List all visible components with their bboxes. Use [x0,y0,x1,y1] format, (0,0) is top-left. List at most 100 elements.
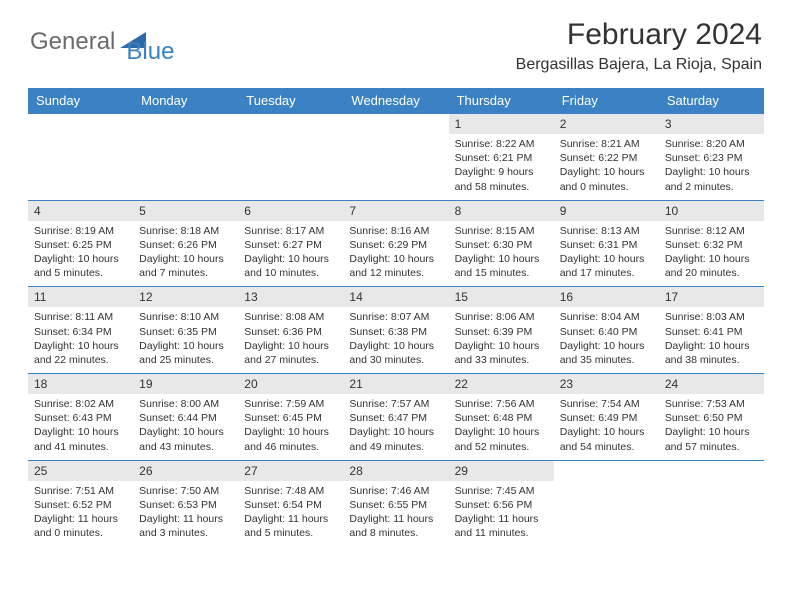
day-data: Sunrise: 8:17 AMSunset: 6:27 PMDaylight:… [238,221,343,287]
day-data: Sunrise: 8:00 AMSunset: 6:44 PMDaylight:… [133,394,238,460]
day-data-line: Daylight: 10 hours [349,252,442,266]
calendar-day-cell: 7Sunrise: 8:16 AMSunset: 6:29 PMDaylight… [343,200,448,287]
day-data: Sunrise: 7:57 AMSunset: 6:47 PMDaylight:… [343,394,448,460]
calendar-day-cell: 21Sunrise: 7:57 AMSunset: 6:47 PMDayligh… [343,374,448,461]
day-data-line: Daylight: 10 hours [34,339,127,353]
day-data: Sunrise: 8:22 AMSunset: 6:21 PMDaylight:… [449,134,554,200]
day-data-line: and 11 minutes. [455,526,548,540]
day-data-line: Sunset: 6:38 PM [349,325,442,339]
day-number: 1 [449,114,554,134]
day-data-line: Sunrise: 8:10 AM [139,310,232,324]
calendar-day-cell [554,460,659,546]
day-data-line: Sunrise: 8:08 AM [244,310,337,324]
day-data: Sunrise: 8:16 AMSunset: 6:29 PMDaylight:… [343,221,448,287]
weekday-header: Saturday [659,88,764,114]
day-data: Sunrise: 8:18 AMSunset: 6:26 PMDaylight:… [133,221,238,287]
day-data-line: Daylight: 11 hours [349,512,442,526]
calendar-day-cell: 3Sunrise: 8:20 AMSunset: 6:23 PMDaylight… [659,114,764,201]
day-data: Sunrise: 8:04 AMSunset: 6:40 PMDaylight:… [554,307,659,373]
weekday-header: Tuesday [238,88,343,114]
day-data-line: Sunrise: 8:03 AM [665,310,758,324]
day-number: 22 [449,374,554,394]
day-data-line: and 33 minutes. [455,353,548,367]
calendar-day-cell [238,114,343,201]
day-data-line: Daylight: 10 hours [349,339,442,353]
day-data-line: Sunset: 6:40 PM [560,325,653,339]
day-data-line: and 30 minutes. [349,353,442,367]
day-data-line: Sunrise: 8:17 AM [244,224,337,238]
day-data-line: Sunrise: 8:18 AM [139,224,232,238]
day-data-line: and 0 minutes. [560,180,653,194]
day-data: Sunrise: 8:21 AMSunset: 6:22 PMDaylight:… [554,134,659,200]
day-data: Sunrise: 7:54 AMSunset: 6:49 PMDaylight:… [554,394,659,460]
day-number: 2 [554,114,659,134]
day-data: Sunrise: 7:48 AMSunset: 6:54 PMDaylight:… [238,481,343,547]
day-data: Sunrise: 8:07 AMSunset: 6:38 PMDaylight:… [343,307,448,373]
weekday-header: Monday [133,88,238,114]
calendar-day-cell: 14Sunrise: 8:07 AMSunset: 6:38 PMDayligh… [343,287,448,374]
day-data-line: and 43 minutes. [139,440,232,454]
logo-text-blue: Blue [126,38,174,66]
day-number: 17 [659,287,764,307]
day-data-line: Sunrise: 8:00 AM [139,397,232,411]
day-data-line: Daylight: 10 hours [349,425,442,439]
day-data-line: Daylight: 11 hours [139,512,232,526]
day-data-line: Daylight: 11 hours [34,512,127,526]
day-number: 18 [28,374,133,394]
day-number: 4 [28,201,133,221]
weekday-header-row: Sunday Monday Tuesday Wednesday Thursday… [28,88,764,114]
day-data-line: Sunset: 6:45 PM [244,411,337,425]
calendar-day-cell: 22Sunrise: 7:56 AMSunset: 6:48 PMDayligh… [449,374,554,461]
day-data-line: Sunset: 6:54 PM [244,498,337,512]
day-number: 24 [659,374,764,394]
day-data-line: Sunset: 6:27 PM [244,238,337,252]
day-number: 14 [343,287,448,307]
day-data: Sunrise: 8:08 AMSunset: 6:36 PMDaylight:… [238,307,343,373]
day-data-line: and 46 minutes. [244,440,337,454]
day-data: Sunrise: 7:53 AMSunset: 6:50 PMDaylight:… [659,394,764,460]
day-data-line: and 2 minutes. [665,180,758,194]
day-data-line: and 5 minutes. [244,526,337,540]
day-number: 11 [28,287,133,307]
day-data-line: and 7 minutes. [139,266,232,280]
day-number: 15 [449,287,554,307]
day-data: Sunrise: 8:12 AMSunset: 6:32 PMDaylight:… [659,221,764,287]
day-data-line: Sunset: 6:31 PM [560,238,653,252]
day-data-line: Sunset: 6:21 PM [455,151,548,165]
day-data-line: Sunrise: 7:59 AM [244,397,337,411]
day-number: 8 [449,201,554,221]
day-data-line: Sunrise: 8:12 AM [665,224,758,238]
day-number: 12 [133,287,238,307]
day-data-line: Daylight: 10 hours [455,425,548,439]
calendar-table: Sunday Monday Tuesday Wednesday Thursday… [28,88,764,546]
day-data-line: Sunset: 6:29 PM [349,238,442,252]
calendar-day-cell: 11Sunrise: 8:11 AMSunset: 6:34 PMDayligh… [28,287,133,374]
calendar-day-cell [343,114,448,201]
day-number: 27 [238,461,343,481]
day-data: Sunrise: 8:15 AMSunset: 6:30 PMDaylight:… [449,221,554,287]
header: General Blue February 2024 Bergasillas B… [0,0,792,80]
day-data: Sunrise: 8:19 AMSunset: 6:25 PMDaylight:… [28,221,133,287]
day-data-line: Sunset: 6:47 PM [349,411,442,425]
calendar-week-row: 18Sunrise: 8:02 AMSunset: 6:43 PMDayligh… [28,374,764,461]
day-data-line: Sunrise: 7:54 AM [560,397,653,411]
day-data-line: Sunset: 6:55 PM [349,498,442,512]
weekday-header: Sunday [28,88,133,114]
day-data-line: Daylight: 10 hours [139,339,232,353]
day-data-line: Sunset: 6:22 PM [560,151,653,165]
day-data-line: and 12 minutes. [349,266,442,280]
day-number: 16 [554,287,659,307]
day-data-line: Daylight: 10 hours [244,339,337,353]
day-data-line: and 49 minutes. [349,440,442,454]
day-data-line: Sunrise: 8:19 AM [34,224,127,238]
day-data: Sunrise: 8:13 AMSunset: 6:31 PMDaylight:… [554,221,659,287]
day-data-line: Sunrise: 8:11 AM [34,310,127,324]
day-data: Sunrise: 8:11 AMSunset: 6:34 PMDaylight:… [28,307,133,373]
day-data-line: and 52 minutes. [455,440,548,454]
calendar-week-row: 25Sunrise: 7:51 AMSunset: 6:52 PMDayligh… [28,460,764,546]
day-number: 23 [554,374,659,394]
day-data-line: Sunrise: 7:46 AM [349,484,442,498]
day-data: Sunrise: 8:02 AMSunset: 6:43 PMDaylight:… [28,394,133,460]
day-data-line: Daylight: 10 hours [560,425,653,439]
month-title: February 2024 [516,18,762,52]
